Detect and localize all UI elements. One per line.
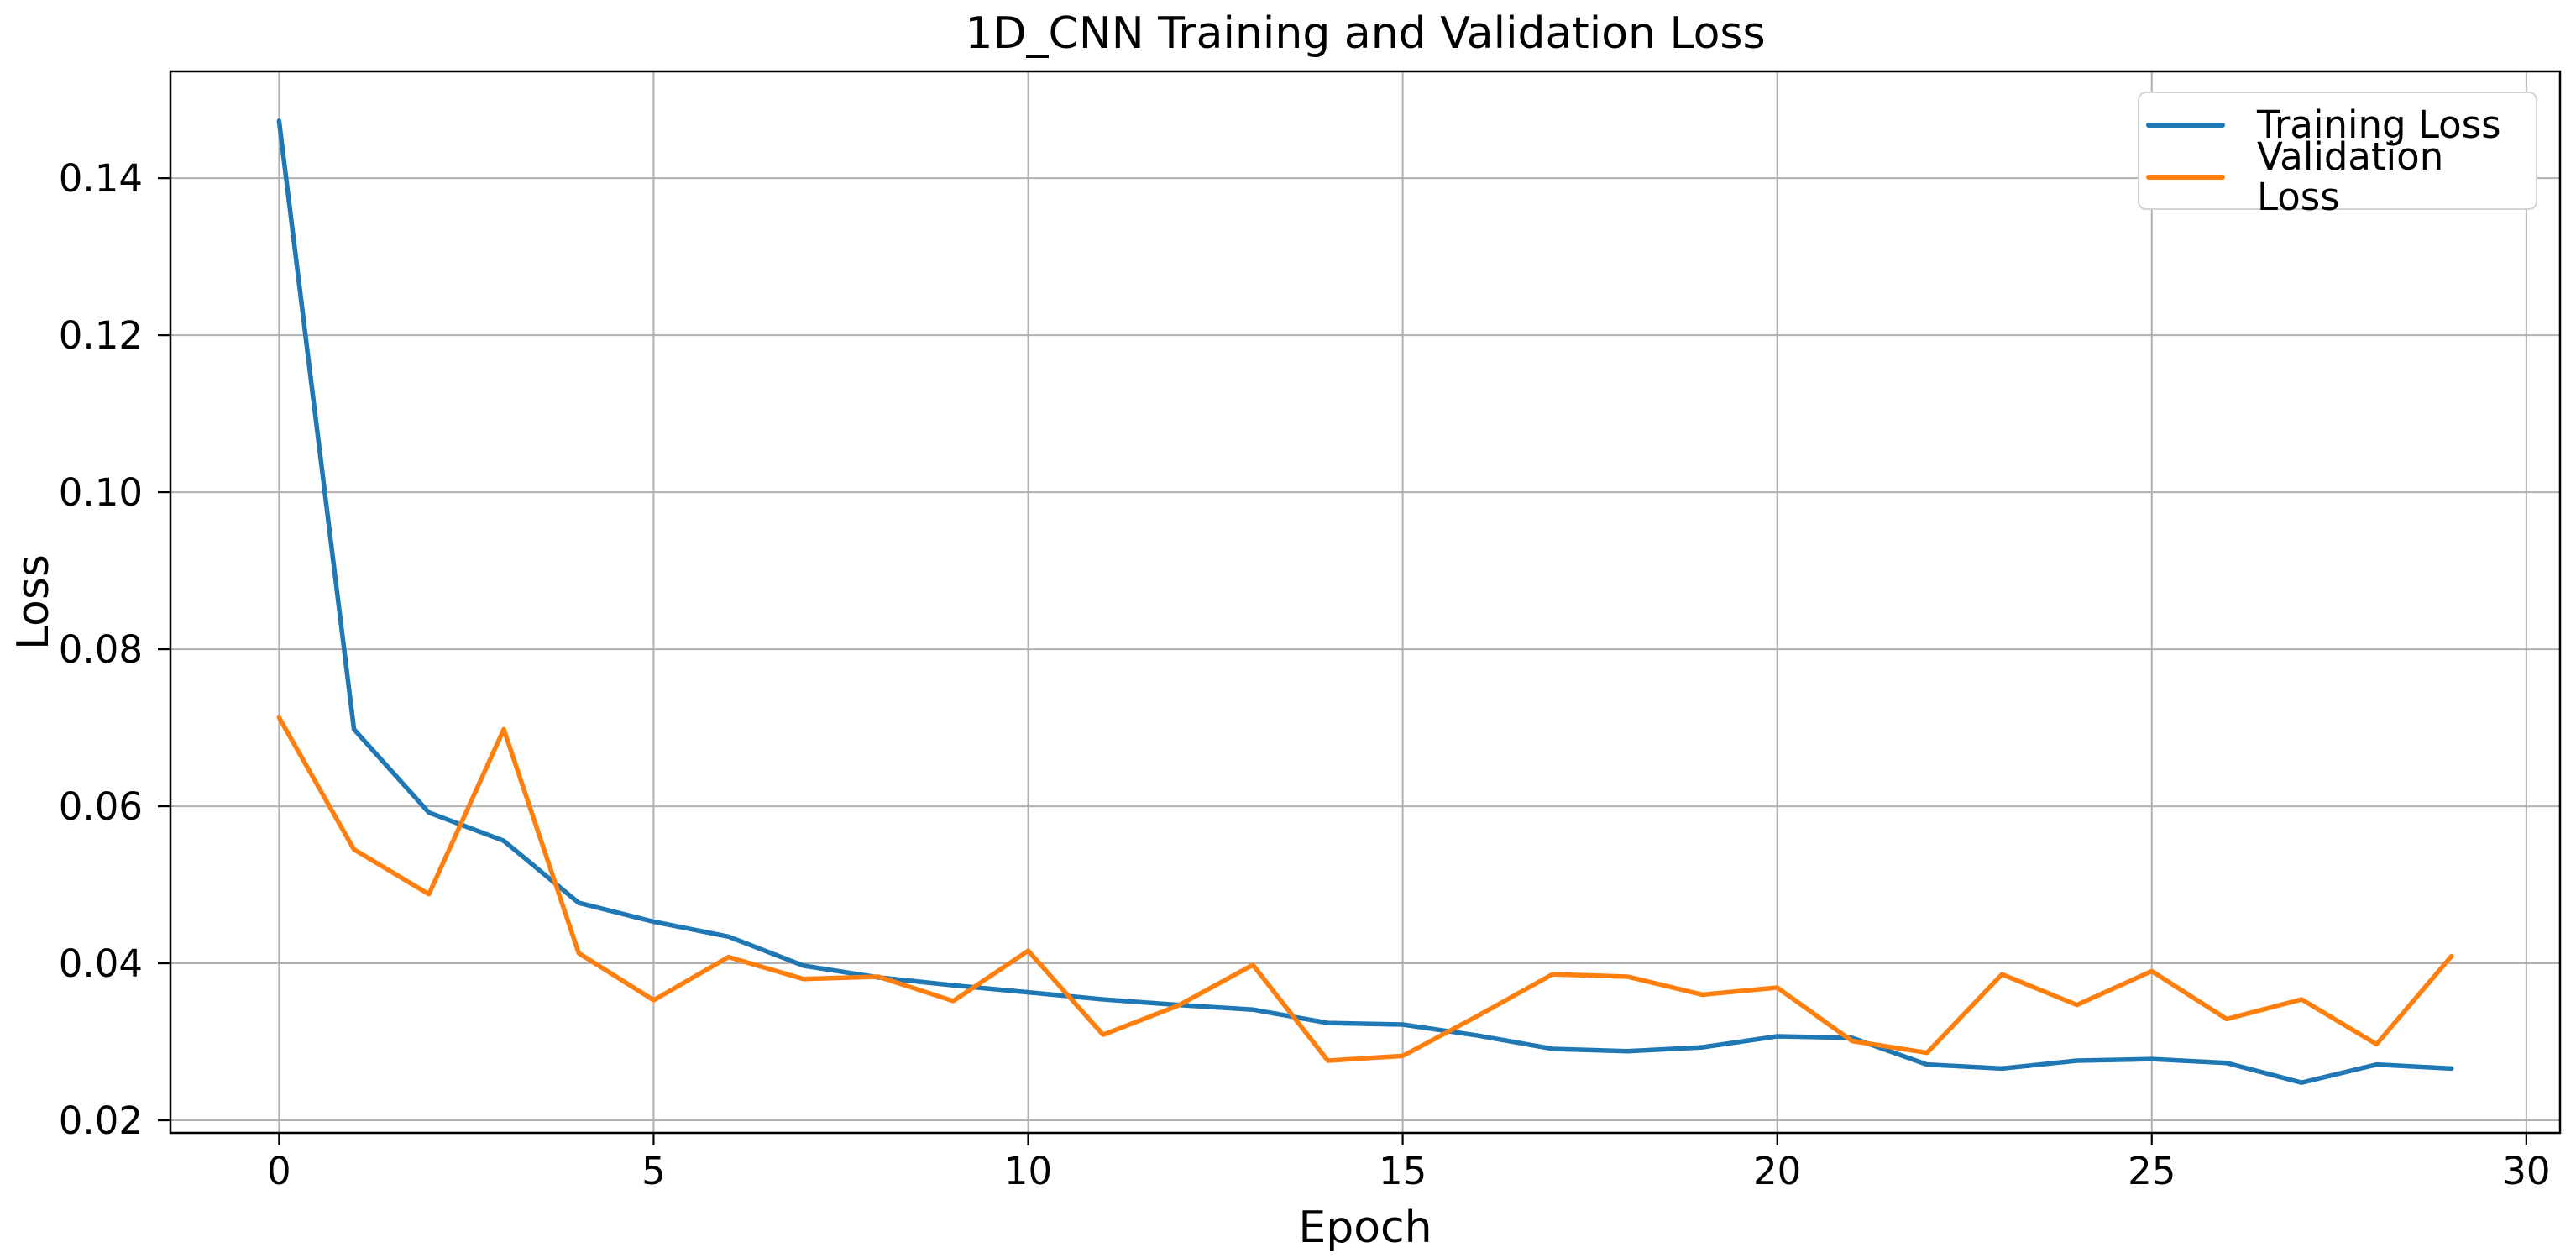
legend-label-validation-loss: Validation Loss	[2257, 134, 2444, 219]
plot-border	[169, 70, 2562, 1135]
x-tick-label: 10	[1004, 1149, 1052, 1193]
chart-title: 1D_CNN Training and Validation Loss	[965, 8, 1766, 59]
x-tick-label: 30	[2502, 1149, 2550, 1193]
legend-item-validation-loss: Validation Loss	[2146, 136, 2536, 217]
x-tick-label: 5	[641, 1149, 666, 1193]
legend: Training Loss Validation Loss	[2138, 92, 2537, 217]
x-axis-label: Epoch	[1298, 1203, 1432, 1253]
legend-label-training-loss: Training Loss	[2257, 102, 2501, 147]
training-loss-line	[276, 118, 2454, 1085]
gridlines	[170, 71, 2560, 1133]
series-lines	[276, 118, 2454, 1085]
training-loss-swatch	[2146, 122, 2225, 128]
validation-loss-swatch	[2146, 174, 2225, 180]
tick-marks	[158, 177, 2527, 1145]
x-tick-label: 25	[2128, 1149, 2175, 1193]
validation-loss-line	[276, 715, 2454, 1063]
y-tick-label: 0.06	[59, 784, 143, 829]
y-tick-label: 0.04	[59, 941, 143, 986]
y-axis-label: Loss	[8, 553, 59, 651]
x-tick-label: 20	[1753, 1149, 1801, 1193]
legend-item-training-loss: Training Loss	[2146, 102, 2536, 147]
y-tick-label: 0.08	[59, 627, 143, 672]
x-tick-label: 0	[267, 1149, 291, 1193]
x-tick-label: 15	[1379, 1149, 1427, 1193]
y-tick-label: 0.02	[59, 1098, 143, 1143]
y-tick-label: 0.10	[59, 470, 143, 515]
y-tick-label: 0.12	[59, 313, 143, 358]
plot-spines	[169, 70, 2562, 1135]
tick-labels: 0 5 10 15 20 25 30 0.02 0.04 0.06 0.08 0.10 0.12 0.14	[59, 156, 2551, 1193]
y-tick-label: 0.14	[59, 156, 143, 201]
